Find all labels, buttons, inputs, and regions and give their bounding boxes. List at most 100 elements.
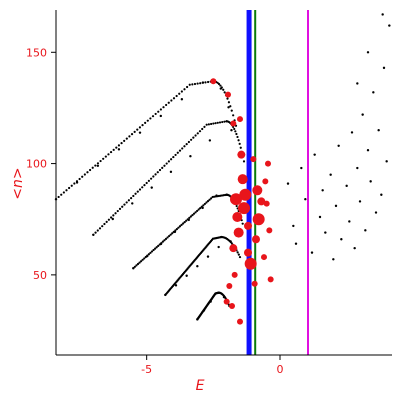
band-point (118, 207, 122, 210)
scatter-point (180, 98, 184, 101)
band-point (237, 139, 240, 142)
scatter-point (377, 128, 380, 132)
red-marker (229, 303, 235, 310)
scatter-point (361, 113, 364, 116)
band-point (226, 97, 229, 100)
scatter-point (227, 106, 230, 109)
data-points (54, 13, 391, 325)
band-point (147, 179, 150, 182)
scatter-point (164, 293, 167, 297)
band-point (222, 88, 225, 91)
band-point (194, 211, 197, 214)
x-tick-label: 0 (277, 363, 284, 376)
band-point (234, 130, 237, 133)
red-marker (244, 257, 257, 270)
scatter-point (185, 274, 188, 277)
scatter-point (366, 51, 370, 54)
red-marker (252, 185, 263, 196)
scatter-point (329, 173, 332, 176)
red-marker (237, 116, 243, 123)
band-point (205, 123, 208, 126)
scatter-point (201, 81, 205, 84)
scatter-point (174, 284, 178, 287)
band-point (163, 239, 166, 242)
band-point (140, 260, 143, 263)
band-point (150, 250, 154, 253)
band-point (214, 122, 217, 125)
red-marker (232, 212, 243, 222)
red-marker (244, 221, 252, 230)
band-point (185, 143, 188, 146)
band-point (161, 240, 164, 243)
band-point (232, 114, 235, 117)
scatter-point (220, 235, 223, 239)
band-point (60, 193, 63, 196)
red-marker (239, 188, 252, 201)
band-point (177, 226, 180, 229)
band-point (109, 150, 113, 154)
band-point (196, 132, 199, 135)
band-point (175, 227, 178, 231)
scatter-point (356, 82, 359, 85)
band-point (178, 149, 182, 152)
band-point (134, 192, 137, 195)
band-point (146, 119, 149, 122)
band-point (183, 88, 186, 91)
y-tick-label: 150 (26, 46, 47, 59)
red-marker (231, 271, 238, 278)
scatter-point (340, 238, 343, 241)
band-point (102, 157, 105, 160)
band-point (203, 125, 206, 128)
band-point (145, 181, 148, 185)
scatter-point (353, 246, 356, 250)
red-marker (244, 248, 252, 257)
band-point (135, 264, 138, 267)
scatter-point (173, 230, 177, 234)
band-point (121, 205, 124, 208)
scatter-point (304, 197, 307, 201)
scatter-point (209, 300, 212, 303)
band-point (165, 162, 168, 165)
scatter-point (388, 24, 391, 27)
band-point (136, 262, 140, 266)
band-point (161, 166, 164, 169)
band-point (141, 186, 144, 189)
band-point (174, 153, 177, 157)
band-point (130, 133, 134, 136)
band-point (223, 120, 226, 123)
band-point (143, 184, 146, 187)
band-point (112, 214, 115, 217)
scatter-point (292, 224, 295, 228)
red-marker (225, 91, 231, 98)
scatter-point (372, 91, 375, 94)
band-point (158, 168, 162, 172)
band-point (180, 223, 183, 226)
band-point (212, 122, 215, 125)
band-point (149, 251, 152, 254)
band-point (65, 189, 68, 192)
band-point (237, 253, 240, 256)
band-point (83, 173, 86, 176)
band-point (136, 128, 139, 131)
band-point (236, 251, 239, 254)
scatter-point (222, 295, 226, 299)
band-point (202, 204, 205, 207)
band-point (227, 101, 231, 104)
band-point (221, 120, 224, 124)
scatter-point (380, 193, 383, 196)
band-point (157, 110, 160, 113)
band-point (223, 91, 226, 94)
scatter-point (230, 128, 233, 132)
band-point (70, 184, 73, 187)
band-point (133, 130, 136, 133)
red-marker (252, 213, 265, 226)
band-point (229, 105, 232, 108)
band-point (57, 195, 60, 199)
scatter-point (138, 131, 142, 134)
axis-ticks: -5 0 50 100 150 (26, 46, 284, 376)
red-marker (230, 120, 237, 127)
band-point (138, 261, 141, 264)
band-point (197, 208, 200, 211)
band-point (188, 83, 191, 86)
